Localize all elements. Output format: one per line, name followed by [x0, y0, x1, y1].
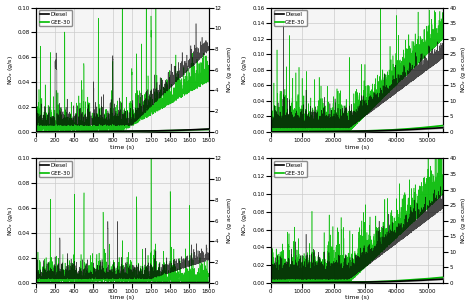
X-axis label: time (s): time (s) — [345, 296, 369, 300]
X-axis label: time (s): time (s) — [110, 296, 134, 300]
Y-axis label: NO$_x$ (g accum): NO$_x$ (g accum) — [225, 197, 234, 244]
X-axis label: time (s): time (s) — [345, 144, 369, 150]
Legend: Diesel, GEE-30: Diesel, GEE-30 — [273, 161, 307, 177]
Legend: Diesel, GEE-30: Diesel, GEE-30 — [38, 10, 72, 26]
Y-axis label: NO$_x$ (g accum): NO$_x$ (g accum) — [225, 46, 234, 93]
Y-axis label: NO$_x$ (g accum): NO$_x$ (g accum) — [459, 46, 468, 93]
Y-axis label: NO$_x$ (g/s): NO$_x$ (g/s) — [6, 206, 15, 236]
Y-axis label: NO$_x$ (g accum): NO$_x$ (g accum) — [459, 197, 468, 244]
Y-axis label: NO$_x$ (g/s): NO$_x$ (g/s) — [6, 55, 15, 85]
Legend: Diesel, GEE-30: Diesel, GEE-30 — [273, 10, 307, 26]
X-axis label: time (s): time (s) — [110, 144, 134, 150]
Y-axis label: NO$_x$ (g/s): NO$_x$ (g/s) — [240, 206, 249, 236]
Legend: Diesel, GEE-30: Diesel, GEE-30 — [38, 161, 72, 177]
Y-axis label: NO$_x$ (g/s): NO$_x$ (g/s) — [240, 55, 249, 85]
